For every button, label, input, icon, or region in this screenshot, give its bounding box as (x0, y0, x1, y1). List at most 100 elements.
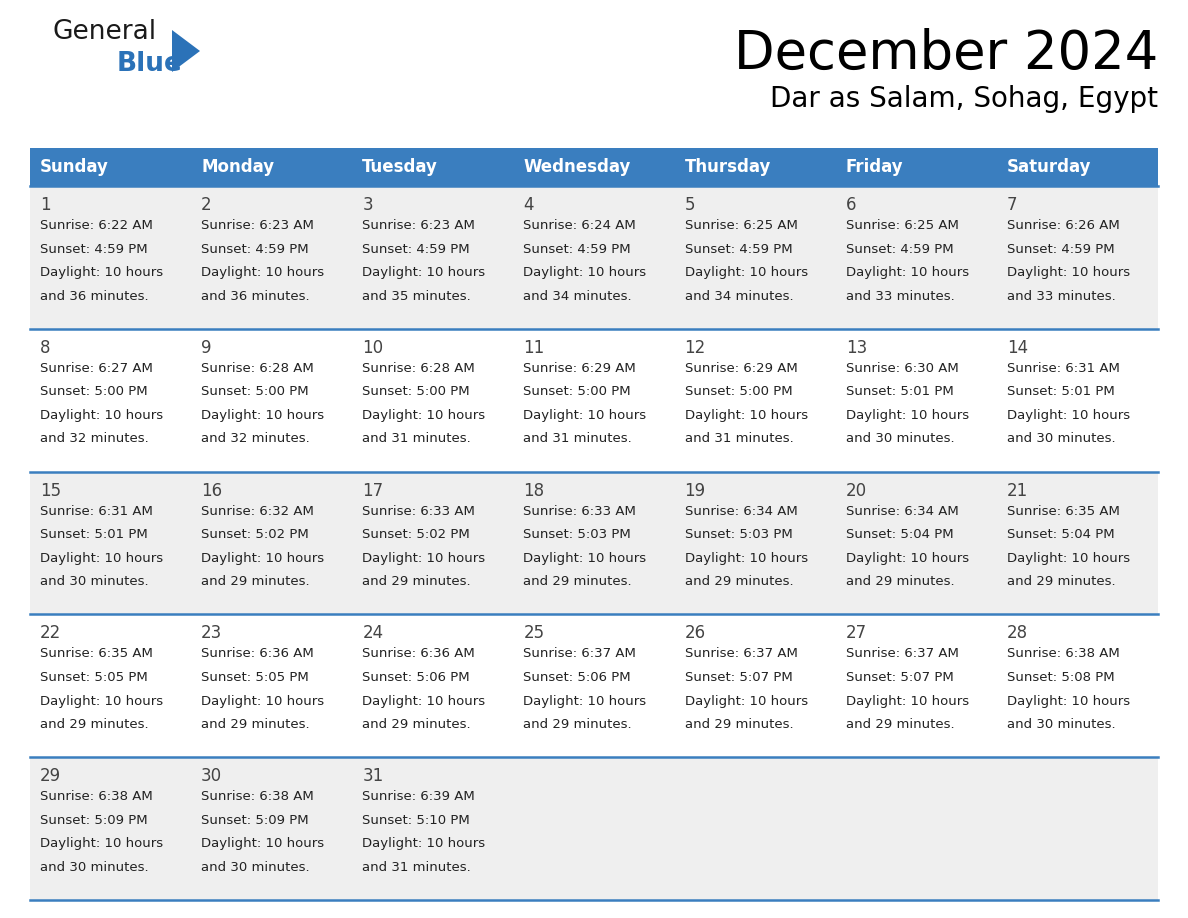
Text: Sunrise: 6:34 AM: Sunrise: 6:34 AM (684, 505, 797, 518)
Text: Daylight: 10 hours: Daylight: 10 hours (362, 409, 486, 422)
Text: and 30 minutes.: and 30 minutes. (1007, 432, 1116, 445)
Text: and 29 minutes.: and 29 minutes. (684, 576, 794, 588)
Text: Sunrise: 6:25 AM: Sunrise: 6:25 AM (846, 219, 959, 232)
Text: Sunset: 5:01 PM: Sunset: 5:01 PM (1007, 386, 1114, 398)
Text: Sunset: 5:05 PM: Sunset: 5:05 PM (201, 671, 309, 684)
Text: Sunset: 5:03 PM: Sunset: 5:03 PM (684, 528, 792, 542)
Text: and 33 minutes.: and 33 minutes. (846, 290, 954, 303)
Text: Sunrise: 6:30 AM: Sunrise: 6:30 AM (846, 362, 959, 375)
Text: Daylight: 10 hours: Daylight: 10 hours (201, 409, 324, 422)
Polygon shape (172, 30, 200, 72)
Text: Sunrise: 6:28 AM: Sunrise: 6:28 AM (201, 362, 314, 375)
Bar (30, 186, 1158, 329)
Text: Friday: Friday (846, 158, 903, 176)
Text: 14: 14 (1007, 339, 1028, 357)
Text: Sunset: 5:01 PM: Sunset: 5:01 PM (40, 528, 147, 542)
Text: and 35 minutes.: and 35 minutes. (362, 290, 470, 303)
Text: and 29 minutes.: and 29 minutes. (362, 576, 470, 588)
Text: Sunset: 5:06 PM: Sunset: 5:06 PM (524, 671, 631, 684)
Text: 1: 1 (40, 196, 51, 214)
Text: Thursday: Thursday (684, 158, 771, 176)
Text: Sunrise: 6:35 AM: Sunrise: 6:35 AM (40, 647, 153, 660)
Text: Daylight: 10 hours: Daylight: 10 hours (846, 409, 969, 422)
Text: Daylight: 10 hours: Daylight: 10 hours (201, 266, 324, 279)
Text: Saturday: Saturday (1007, 158, 1092, 176)
Text: Sunset: 4:59 PM: Sunset: 4:59 PM (524, 242, 631, 255)
Text: Sunset: 4:59 PM: Sunset: 4:59 PM (40, 242, 147, 255)
Text: 24: 24 (362, 624, 384, 643)
Text: Sunset: 4:59 PM: Sunset: 4:59 PM (362, 242, 470, 255)
Text: Daylight: 10 hours: Daylight: 10 hours (684, 409, 808, 422)
Text: Sunrise: 6:32 AM: Sunrise: 6:32 AM (201, 505, 314, 518)
Text: Daylight: 10 hours: Daylight: 10 hours (362, 552, 486, 565)
Text: and 36 minutes.: and 36 minutes. (201, 290, 310, 303)
Text: Sunrise: 6:22 AM: Sunrise: 6:22 AM (40, 219, 153, 232)
Text: Sunset: 5:07 PM: Sunset: 5:07 PM (684, 671, 792, 684)
Text: Daylight: 10 hours: Daylight: 10 hours (684, 552, 808, 565)
Text: Sunrise: 6:39 AM: Sunrise: 6:39 AM (362, 790, 475, 803)
Text: 13: 13 (846, 339, 867, 357)
Text: and 32 minutes.: and 32 minutes. (40, 432, 148, 445)
Text: 22: 22 (40, 624, 62, 643)
Text: Sunset: 4:59 PM: Sunset: 4:59 PM (846, 242, 953, 255)
Text: Sunrise: 6:29 AM: Sunrise: 6:29 AM (524, 362, 637, 375)
Text: 27: 27 (846, 624, 867, 643)
Text: December 2024: December 2024 (734, 28, 1158, 80)
Text: Sunday: Sunday (40, 158, 109, 176)
Text: 23: 23 (201, 624, 222, 643)
Text: Sunset: 5:01 PM: Sunset: 5:01 PM (846, 386, 954, 398)
Text: and 30 minutes.: and 30 minutes. (846, 432, 954, 445)
Text: and 29 minutes.: and 29 minutes. (362, 718, 470, 731)
Text: General: General (52, 19, 156, 45)
Text: and 29 minutes.: and 29 minutes. (524, 576, 632, 588)
Text: Daylight: 10 hours: Daylight: 10 hours (40, 552, 163, 565)
Bar (30, 148, 1158, 186)
Text: Sunrise: 6:26 AM: Sunrise: 6:26 AM (1007, 219, 1119, 232)
Text: 21: 21 (1007, 482, 1028, 499)
Text: Daylight: 10 hours: Daylight: 10 hours (846, 695, 969, 708)
Text: and 31 minutes.: and 31 minutes. (362, 861, 470, 874)
Text: Sunrise: 6:23 AM: Sunrise: 6:23 AM (362, 219, 475, 232)
Text: Daylight: 10 hours: Daylight: 10 hours (684, 266, 808, 279)
Text: 9: 9 (201, 339, 211, 357)
Text: Daylight: 10 hours: Daylight: 10 hours (1007, 695, 1130, 708)
Text: 11: 11 (524, 339, 544, 357)
Text: 26: 26 (684, 624, 706, 643)
Text: 10: 10 (362, 339, 384, 357)
Text: and 29 minutes.: and 29 minutes. (1007, 576, 1116, 588)
Text: Daylight: 10 hours: Daylight: 10 hours (1007, 552, 1130, 565)
Text: 5: 5 (684, 196, 695, 214)
Text: Sunrise: 6:31 AM: Sunrise: 6:31 AM (1007, 362, 1120, 375)
Text: Sunrise: 6:25 AM: Sunrise: 6:25 AM (684, 219, 797, 232)
Text: and 31 minutes.: and 31 minutes. (524, 432, 632, 445)
Text: Sunrise: 6:31 AM: Sunrise: 6:31 AM (40, 505, 153, 518)
Text: Sunset: 5:02 PM: Sunset: 5:02 PM (362, 528, 470, 542)
Text: Monday: Monday (201, 158, 274, 176)
Text: Daylight: 10 hours: Daylight: 10 hours (201, 695, 324, 708)
Text: Sunrise: 6:38 AM: Sunrise: 6:38 AM (40, 790, 153, 803)
Text: Sunset: 5:10 PM: Sunset: 5:10 PM (362, 813, 470, 827)
Text: Daylight: 10 hours: Daylight: 10 hours (201, 837, 324, 850)
Text: and 36 minutes.: and 36 minutes. (40, 290, 148, 303)
Bar (30, 757, 1158, 900)
Text: and 29 minutes.: and 29 minutes. (684, 718, 794, 731)
Text: 3: 3 (362, 196, 373, 214)
Text: Daylight: 10 hours: Daylight: 10 hours (524, 409, 646, 422)
Text: Blue: Blue (116, 51, 183, 77)
Text: and 30 minutes.: and 30 minutes. (40, 861, 148, 874)
Text: 18: 18 (524, 482, 544, 499)
Text: Sunrise: 6:37 AM: Sunrise: 6:37 AM (846, 647, 959, 660)
Text: Sunset: 4:59 PM: Sunset: 4:59 PM (201, 242, 309, 255)
Text: and 34 minutes.: and 34 minutes. (524, 290, 632, 303)
Text: Daylight: 10 hours: Daylight: 10 hours (362, 266, 486, 279)
Text: Sunset: 5:04 PM: Sunset: 5:04 PM (1007, 528, 1114, 542)
Text: Sunset: 5:00 PM: Sunset: 5:00 PM (524, 386, 631, 398)
Text: Daylight: 10 hours: Daylight: 10 hours (1007, 409, 1130, 422)
Text: Sunset: 5:05 PM: Sunset: 5:05 PM (40, 671, 147, 684)
Text: Dar as Salam, Sohag, Egypt: Dar as Salam, Sohag, Egypt (770, 85, 1158, 113)
Text: and 32 minutes.: and 32 minutes. (201, 432, 310, 445)
Text: and 31 minutes.: and 31 minutes. (362, 432, 470, 445)
Text: and 29 minutes.: and 29 minutes. (846, 718, 954, 731)
Text: Daylight: 10 hours: Daylight: 10 hours (524, 266, 646, 279)
Bar (30, 614, 1158, 757)
